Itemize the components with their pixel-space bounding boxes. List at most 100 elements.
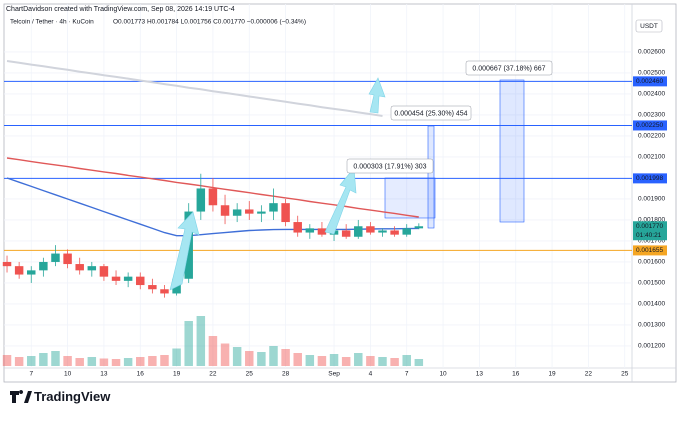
arrow — [324, 167, 357, 235]
measure-label: 0.000667 (37.18%) 667 — [472, 65, 545, 72]
measure-labels: 0.000303 (17.91%) 303 0.000454 (25.30%) … — [346, 60, 553, 174]
candle-body — [220, 205, 230, 216]
volume-bar — [123, 358, 133, 366]
x-tick-label: 22 — [209, 371, 217, 378]
y-tick-label: 0.001800 — [638, 217, 665, 224]
price-label: 0.002460 — [636, 78, 663, 85]
price-label: 0.001655 — [636, 247, 663, 254]
volume-bar — [305, 355, 315, 366]
volume-bar — [245, 351, 254, 366]
volume-bar — [87, 357, 97, 366]
brand: TradingView — [34, 389, 111, 404]
measure-label-box — [346, 158, 434, 174]
last-price-label: 0.001770 — [636, 223, 663, 230]
x-tick-label: 10 — [439, 371, 447, 378]
volume-bar — [390, 358, 399, 366]
price-label: 0.001998 — [636, 175, 663, 182]
candle-body — [63, 253, 72, 265]
price-label-box — [633, 120, 667, 131]
volume-bar — [27, 356, 36, 366]
price-label-box — [633, 76, 667, 87]
candle-body — [378, 230, 387, 233]
candle-body — [208, 188, 218, 206]
candle-body — [14, 266, 24, 275]
x-tick-label: 4 — [369, 371, 373, 378]
volume-bar — [293, 353, 302, 366]
ohlc-legend: O0.001773 H0.001784 L0.001756 C0.001770 … — [113, 19, 306, 26]
volume-bar — [220, 343, 230, 366]
volume-bar — [329, 354, 339, 366]
candle-body — [196, 188, 206, 212]
x-tick-label: 7 — [405, 371, 409, 378]
y-tick-label: 0.001500 — [638, 280, 665, 287]
measure-range — [427, 125, 435, 229]
countdown: 01:40:21 — [636, 232, 662, 239]
volume-bar — [196, 316, 206, 366]
volume-bar — [136, 357, 145, 366]
volume-bar — [184, 321, 193, 366]
x-tick-label: 16 — [137, 371, 145, 378]
volume-bar — [366, 356, 375, 366]
measure-label: 0.000454 (25.30%) 454 — [394, 110, 467, 117]
candle-body — [354, 226, 363, 237]
measure-label-box — [390, 105, 472, 121]
candle-body — [402, 228, 411, 235]
volume-bar — [99, 358, 109, 366]
candle-body — [148, 285, 157, 290]
candle-body — [2, 261, 12, 267]
candle-body — [27, 270, 36, 275]
candle-body — [160, 289, 169, 294]
volume-bar — [378, 357, 387, 366]
volume-bar — [257, 352, 266, 366]
last-price-box — [633, 221, 667, 241]
candle-body — [257, 211, 266, 214]
volume-bar — [2, 355, 12, 366]
x-tick-label: 19 — [173, 371, 181, 378]
currency-button[interactable] — [635, 19, 663, 33]
moving-average — [6, 177, 419, 237]
y-tick-label: 0.001400 — [638, 301, 665, 308]
y-tick-label: 0.002200 — [638, 133, 665, 140]
candle-body — [305, 228, 315, 233]
volume-bar — [341, 357, 351, 366]
price-lines — [4, 80, 632, 251]
x-tick-label: 13 — [476, 371, 484, 378]
price-label-box — [633, 173, 667, 184]
attribution: ChartDavidson created with TradingView.c… — [6, 6, 235, 13]
volume-bar — [14, 357, 24, 366]
candle-body — [269, 203, 278, 212]
y-tick-label: 0.002300 — [638, 112, 665, 119]
candle-body — [341, 230, 351, 237]
x-tick-label: 16 — [512, 371, 520, 378]
volume-bar — [232, 347, 242, 366]
x-tick-label: 13 — [100, 371, 108, 378]
x-tick-label: 28 — [282, 371, 290, 378]
arrow — [368, 77, 386, 114]
volume-bar — [160, 355, 169, 366]
volume-bar — [402, 355, 411, 366]
candle-body — [245, 209, 254, 214]
candle-body — [75, 264, 84, 271]
arrow — [169, 211, 200, 291]
symbol-title: Telcoin / Tether · 4h · KuCoin — [10, 19, 94, 26]
x-tick-label: 25 — [246, 371, 254, 378]
volume-bar — [172, 348, 181, 366]
candle-body — [87, 266, 97, 271]
price-label: 0.002250 — [636, 122, 663, 129]
y-tick-label: 0.001600 — [638, 259, 665, 266]
candle-body — [281, 203, 290, 223]
x-tick-label: 25 — [621, 371, 629, 378]
volume-bar — [208, 336, 218, 366]
volume-bar — [39, 353, 48, 366]
measure-label-box — [465, 60, 553, 76]
arrows — [169, 77, 386, 291]
volume-bar — [148, 356, 157, 366]
volume-bar — [281, 349, 290, 366]
y-tick-label: 0.002500 — [638, 70, 665, 77]
volume-bar — [354, 353, 363, 366]
candle-body — [99, 266, 109, 277]
volume-bar — [51, 351, 60, 366]
currency[interactable]: USDT — [640, 23, 658, 30]
y-tick-label: 0.002100 — [638, 154, 665, 161]
